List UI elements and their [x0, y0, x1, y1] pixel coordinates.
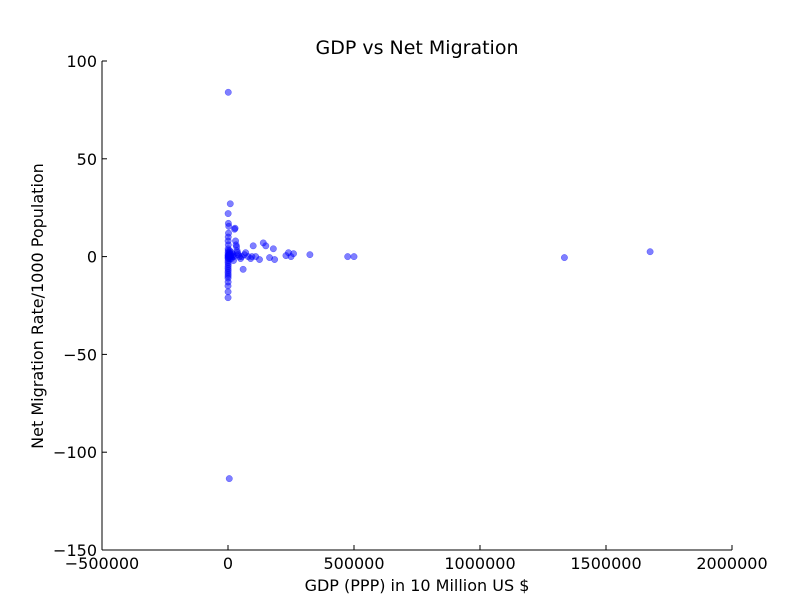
y-axis-ticks: −150 −100 −50 0 50 100 — [53, 52, 107, 560]
scatter-point — [262, 242, 270, 250]
scatter-point — [225, 222, 233, 230]
y-tick-label: 50 — [77, 150, 97, 169]
scatter-point — [350, 253, 358, 261]
y-tick-label: −150 — [53, 541, 97, 560]
scatter-point — [249, 242, 257, 250]
x-axis-label: GDP (PPP) in 10 Million US $ — [305, 576, 530, 595]
y-tick-label: 100 — [66, 52, 97, 71]
scatter-point — [256, 256, 263, 263]
scatter-point — [306, 251, 314, 259]
scatter-point — [560, 254, 568, 262]
scatter-point — [239, 265, 247, 273]
scatter-point — [231, 224, 239, 232]
scatter-point — [224, 210, 232, 218]
x-tick-label: 500000 — [323, 554, 384, 573]
y-tick-label: −50 — [63, 345, 97, 364]
y-tick-label: −100 — [53, 443, 97, 462]
x-tick-label: 2000000 — [696, 554, 767, 573]
chart-title: GDP vs Net Migration — [315, 37, 518, 59]
y-tick-label: 0 — [87, 248, 97, 267]
y-axis-label: Net Migration Rate/1000 Population — [28, 163, 47, 449]
x-tick-label: −500000 — [65, 554, 139, 573]
scatter-point — [646, 248, 654, 256]
scatter-points — [224, 88, 654, 483]
scatter-point — [269, 245, 277, 253]
scatter-point — [344, 253, 352, 261]
scatter-point — [226, 200, 234, 208]
x-axis-ticks: −500000 0 500000 1000000 1500000 2000000 — [65, 545, 768, 573]
x-tick-label: 1500000 — [570, 554, 641, 573]
scatter-point — [290, 250, 297, 258]
scatter-point — [224, 294, 232, 302]
x-tick-label: 0 — [223, 554, 233, 573]
x-tick-label: 1000000 — [444, 554, 515, 573]
scatter-point — [225, 475, 233, 483]
scatter-point — [224, 282, 232, 290]
scatter-point — [224, 288, 232, 296]
scatter-point — [271, 256, 279, 263]
scatter-point — [224, 88, 232, 96]
